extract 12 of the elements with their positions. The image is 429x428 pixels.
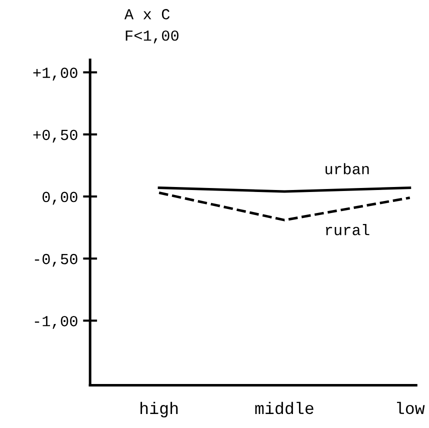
y-tick-label: -0,50 <box>34 254 78 267</box>
x-tick-label: middle <box>255 402 314 414</box>
x-tick-label: low <box>397 402 425 414</box>
series-label: urban <box>326 163 369 174</box>
y-tick-label: +1,00 <box>33 68 78 81</box>
y-tick-label: 0,00 <box>42 192 78 205</box>
chart-title: A x C <box>124 9 170 20</box>
x-tick-label: high <box>140 402 178 418</box>
y-tick-label: -1,00 <box>34 316 78 329</box>
chart-subtitle: F<1,00 <box>126 30 178 44</box>
series-label: rural <box>326 224 370 236</box>
y-tick-label: +0,50 <box>33 130 78 143</box>
